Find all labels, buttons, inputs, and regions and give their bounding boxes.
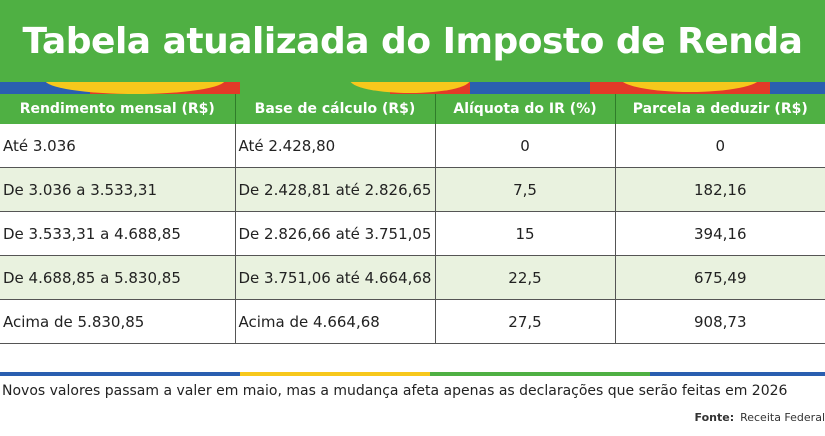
cell-aliquota: 22,5 [435, 255, 616, 300]
title-banner: Tabela atualizada do Imposto de Renda [0, 0, 825, 82]
decorative-bottom-stripe [0, 372, 825, 376]
source-value: Receita Federal [740, 411, 825, 424]
cell-parcela: 182,16 [615, 167, 825, 212]
source-label: Fonte: [694, 411, 735, 424]
table-row: Até 3.036 Até 2.428,80 0 0 [0, 124, 825, 168]
cell-base-calculo: Até 2.428,80 [235, 124, 436, 168]
table-header-row: Rendimento mensal (R$) Base de cálculo (… [0, 94, 825, 124]
cell-aliquota: 15 [435, 211, 616, 256]
cell-rendimento: Acima de 5.830,85 [0, 299, 236, 344]
page-title: Tabela atualizada do Imposto de Renda [22, 20, 803, 62]
cell-parcela: 908,73 [615, 299, 825, 344]
cell-rendimento: De 3.533,31 a 4.688,85 [0, 211, 236, 256]
cell-rendimento: De 3.036 a 3.533,31 [0, 167, 236, 212]
cell-rendimento: Até 3.036 [0, 124, 236, 168]
header-parcela-deduzir: Parcela a deduzir (R$) [615, 94, 825, 124]
cell-parcela: 675,49 [615, 255, 825, 300]
header-base-calculo: Base de cálculo (R$) [235, 94, 436, 124]
table-row: Acima de 5.830,85 Acima de 4.664,68 27,5… [0, 299, 825, 344]
cell-aliquota: 7,5 [435, 167, 616, 212]
header-aliquota: Alíquota do IR (%) [435, 94, 616, 124]
cell-base-calculo: Acima de 4.664,68 [235, 299, 436, 344]
table-row: De 3.036 a 3.533,31 De 2.428,81 até 2.82… [0, 167, 825, 212]
cell-base-calculo: De 2.826,66 até 3.751,05 [235, 211, 436, 256]
table-row: De 3.533,31 a 4.688,85 De 2.826,66 até 3… [0, 211, 825, 256]
cell-rendimento: De 4.688,85 a 5.830,85 [0, 255, 236, 300]
cell-parcela: 394,16 [615, 211, 825, 256]
income-tax-table: Rendimento mensal (R$) Base de cálculo (… [0, 94, 825, 344]
cell-aliquota: 0 [435, 124, 616, 168]
table-row: De 4.688,85 a 5.830,85 De 3.751,06 até 4… [0, 255, 825, 300]
cell-base-calculo: De 2.428,81 até 2.826,65 [235, 167, 436, 212]
cell-parcela: 0 [615, 124, 825, 168]
footnote: Novos valores passam a valer em maio, ma… [2, 383, 788, 399]
source-credit: Fonte: Receita Federal [695, 411, 825, 424]
header-rendimento: Rendimento mensal (R$) [0, 94, 236, 124]
decorative-color-stripe [0, 82, 825, 94]
cell-base-calculo: De 3.751,06 até 4.664,68 [235, 255, 436, 300]
cell-aliquota: 27,5 [435, 299, 616, 344]
